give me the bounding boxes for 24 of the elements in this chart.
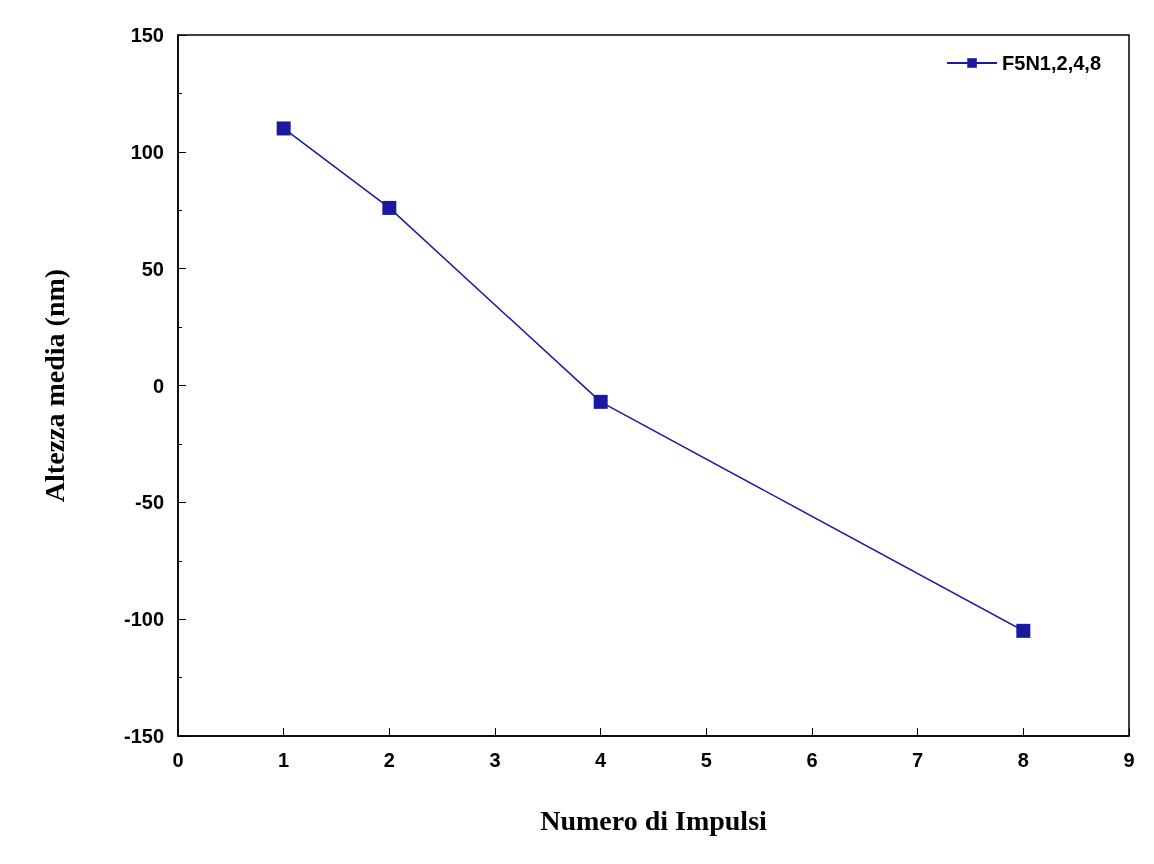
x-tick-label: 8 (1017, 749, 1029, 771)
x-tick-label: 1 (278, 749, 290, 771)
y-tick-label: -50 (135, 491, 164, 514)
x-tick-label: 9 (1123, 749, 1135, 771)
y-tick-label: 150 (130, 24, 164, 46)
x-tick-label: 4 (595, 749, 608, 771)
legend-label: F5N1,2,4,8 (1002, 52, 1102, 74)
point (382, 200, 397, 215)
point (593, 394, 608, 409)
y-tick-label: -150 (123, 725, 164, 747)
point (276, 121, 291, 136)
x-tick-label: 3 (489, 749, 501, 771)
y-tick-label: 50 (141, 257, 164, 280)
point (1016, 623, 1031, 638)
y-tick-label: 100 (130, 140, 164, 163)
y-tick-label: 0 (152, 374, 164, 397)
x-tick-label: 6 (806, 749, 818, 771)
y-tick-label: -100 (123, 608, 164, 631)
x-axis-title: Numero di Impulsi (540, 804, 768, 836)
y-axis-title: Altezza media (nm) (38, 268, 70, 503)
x-tick-label: 2 (383, 749, 395, 771)
x-tick-label: 7 (912, 749, 924, 771)
x-tick-label: 0 (172, 749, 184, 771)
x-tick-label: 5 (700, 749, 712, 771)
